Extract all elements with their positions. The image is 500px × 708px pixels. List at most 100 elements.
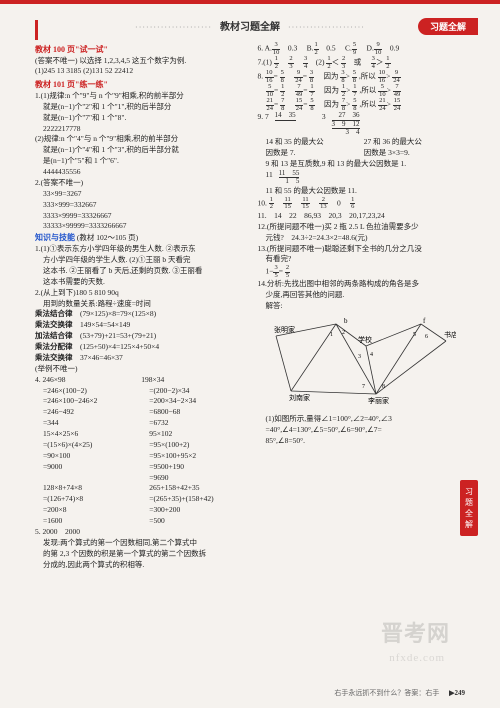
body-text: 有看完?	[258, 254, 471, 265]
body-text: 2.(答案不唯一)	[35, 178, 248, 189]
problem-8a: 8. 1016= 58 924= 38 因为 38> 58 ,所以 1016> …	[258, 70, 471, 84]
header-dots-left: ·····················	[135, 23, 212, 32]
left-column: 教材 100 页"试一试" (答案不唯一) 以选择 1,2,3,4,5 这五个数…	[35, 42, 248, 678]
problem-13-eq: 1−35= 25	[258, 265, 471, 279]
law-row: 加法结合律 (53+79)+21=53+(79+21)	[35, 331, 248, 342]
body-text: (2)规律:n 个"4"与 n 个"9"相乘,积的前半部分	[35, 134, 248, 145]
problem-13: 13.(所提问题不唯一)聪聪还剩下全书的几分之几没	[258, 244, 471, 255]
section-heading: 知识与技能	[35, 233, 75, 242]
problem-6: 6. A.310 0.3 B.12 0.5 C.59 D.910 0.9	[258, 42, 471, 56]
content-columns: 教材 100 页"试一试" (答案不唯一) 以选择 1,2,3,4,5 这五个数…	[35, 42, 470, 678]
body-text: 333×999=332667	[35, 200, 248, 211]
problem-9-result: 14 和 35 的最大公 因数是 7. 27 和 36 的最大公 因数是 3×3…	[258, 137, 471, 159]
law-row: 乘法结合律 (79×125)×8=79×(125×8)	[35, 309, 248, 320]
body-text: 85°,∠8=50°.	[258, 436, 471, 447]
body-text: 1.(1)规律:n 个"9"与 n 个"9"相乘,积的前半部分	[35, 91, 248, 102]
svg-text:8: 8	[382, 384, 385, 390]
body-text: 是(n−1)个"5"和 1 个"6".	[35, 156, 248, 167]
problem-9: 9. 7 14 35 3 27 36 3 9 12 3 4	[258, 112, 471, 137]
right-column: 6. A.310 0.3 B.12 0.5 C.59 D.910 0.9 7.(…	[258, 42, 471, 678]
problem-11: 11. 14 22 86,93 20,3 20,17,23,24	[258, 211, 471, 222]
body-text: 方小学四年级的学生人数. (2)①王丽 b 天看完	[35, 255, 248, 266]
svg-text:5: 5	[413, 332, 416, 338]
body-text: 33333×99999=3333266667	[35, 221, 248, 232]
svg-text:书店: 书店	[444, 330, 456, 339]
body-text: 这本书. ②王丽看了 b 天后,还剩的页数. ③王丽看	[35, 266, 248, 277]
header-dots-right: ·····················	[288, 23, 365, 32]
calc-row: =246×100−246×2=200×34−2×34	[35, 396, 248, 407]
problem-14: 14.分析:先找出图中相邻的两条路构成的角各是多	[258, 279, 471, 290]
body-text: (答案不唯一) 以选择 1,2,3,4,5 这五个数字为例.	[35, 56, 248, 67]
page-title: 教材习题全解	[214, 18, 286, 33]
body-text: 用到的数量关系:路程÷速度=时间	[35, 299, 248, 310]
footer: 右手永远抓不到什么？答案：右手 ▶249	[334, 688, 465, 698]
calc-row: =9690	[35, 473, 248, 484]
body-text: =40°,∠4=130°,∠5=50°,∠6=90°,∠7=	[258, 425, 471, 436]
topright-badge: 习题全解	[418, 18, 478, 35]
body-text: 就是(n−1)个"2"和 1 个"1",积的后半部分	[35, 102, 248, 113]
section-ref: (教材 102～105 页)	[77, 233, 138, 242]
body-text: 1.(1)①表示东方小学四年级的男生人数. ②表示东	[35, 244, 248, 255]
body-text: 33×99=3267	[35, 189, 248, 200]
svg-text:李丽家: 李丽家	[368, 396, 389, 405]
calc-row: =90×100=95×100+95×2	[35, 451, 248, 462]
svg-text:刘南家: 刘南家	[289, 393, 310, 402]
calc-row: =9000=9500+190	[35, 462, 248, 473]
calc-row: =246−492=6800−68	[35, 407, 248, 418]
problem-7: 7.(1) 12 23 34 (2) 12＜ 23 或 34＞ 12	[258, 56, 471, 70]
law-row: 乘法交换律 149×54=54×149	[35, 320, 248, 331]
footer-riddle: 右手永远抓不到什么？答案：右手	[334, 689, 439, 697]
svg-text:1: 1	[330, 332, 333, 338]
svg-text:2: 2	[342, 330, 345, 336]
svg-text:f: f	[423, 317, 426, 325]
body-text: 2222217778	[35, 124, 248, 135]
calc-row: =(15×6)×(4×25)=95×(100+2)	[35, 440, 248, 451]
side-tab: 习题全解	[460, 480, 478, 536]
law-row: 乘法分配律 (125+50)×4=125×4+50×4	[35, 342, 248, 353]
law-row: 乘法交换律 37×46=46×37	[35, 353, 248, 364]
body-text: 解答:	[258, 301, 471, 312]
svg-text:3: 3	[358, 354, 361, 360]
body-text: 分成的,因此两个算式的积相等.	[35, 560, 248, 571]
svg-text:7: 7	[362, 384, 365, 390]
geometry-diagram: 张明家 b 学校 书店刘南家 李丽家 f 1 2 3 4 5 6 7 8	[266, 316, 456, 406]
calc-row: =200×8=300+200	[35, 505, 248, 516]
page-number: ▶249	[449, 689, 465, 697]
body-text: 少度,再回答其他的问题.	[258, 290, 471, 301]
problem-12: 12.(所提问题不唯一)买 2 瓶 2.5 L 色拉油需要多少	[258, 222, 471, 233]
body-text: 4444435556	[35, 167, 248, 178]
calc-row: =344=6732	[35, 418, 248, 429]
body-text: 就是(n−1)个"7"和 1 个"8".	[35, 113, 248, 124]
body-text: (举例不唯一)	[35, 364, 248, 375]
svg-text:4: 4	[370, 352, 373, 358]
calc-row: =246×(100−2)=(200−2)×34	[35, 386, 248, 397]
svg-text:张明家: 张明家	[274, 325, 295, 334]
top-stripe	[0, 0, 500, 4]
body-text: 3333×9999=33326667	[35, 211, 248, 222]
section-heading: 教材 101 页"练一练"	[35, 79, 248, 91]
section-row: 知识与技能 (教材 102～105 页)	[35, 232, 248, 244]
problem-8b: 510= 12 749= 17 因为 12> 17 ,所以 510> 749	[258, 84, 471, 98]
body-text: 就是(n−1)个"4"和 1 个"3",积的后半部分就	[35, 145, 248, 156]
body-text: 5. 2000 2000	[35, 527, 248, 538]
body-text: 的第 2,3 个因数的积是第一个算式的第二个因数拆	[35, 549, 248, 560]
body-text: 发现:两个算式的第一个因数相同,第二个算式中	[35, 538, 248, 549]
calc-grid: =246×(100−2)=(200−2)×34=246×100−246×2=20…	[35, 386, 248, 527]
calc-row: =(126+74)×8=(265+35)+(158+42)	[35, 494, 248, 505]
calc-row: 128×8+74×8265+158+42+35	[35, 483, 248, 494]
body-text: 这本书需要的天数.	[35, 277, 248, 288]
body-text: 元钱? 24.3÷2=24.3×2=48.6(元)	[258, 233, 471, 244]
body-text: (1)如图所示,量得∠1=100°,∠2=40°,∠3	[258, 414, 471, 425]
problem-9b: 11 11 55 1 5	[258, 170, 471, 186]
problem-8c: 2124= 78 1524= 58 因为 78> 58 ,所以 2124> 15…	[258, 98, 471, 112]
calc-header: 4. 246×98 198×34	[35, 375, 248, 386]
svg-text:学校: 学校	[358, 335, 372, 344]
body-text: (1)245 13 3185 (2)131 52 22412	[35, 66, 248, 77]
section-heading: 教材 100 页"试一试"	[35, 44, 248, 56]
svg-text:b: b	[344, 317, 348, 325]
calc-row: 15×4×25×695×102	[35, 429, 248, 440]
problem-10: 10. 12 1115 1115 213 0 16	[258, 197, 471, 211]
calc-row: =1600=500	[35, 516, 248, 527]
svg-text:6: 6	[425, 334, 428, 340]
body-text: 2.(从上到下)180 5 810 90q	[35, 288, 248, 299]
